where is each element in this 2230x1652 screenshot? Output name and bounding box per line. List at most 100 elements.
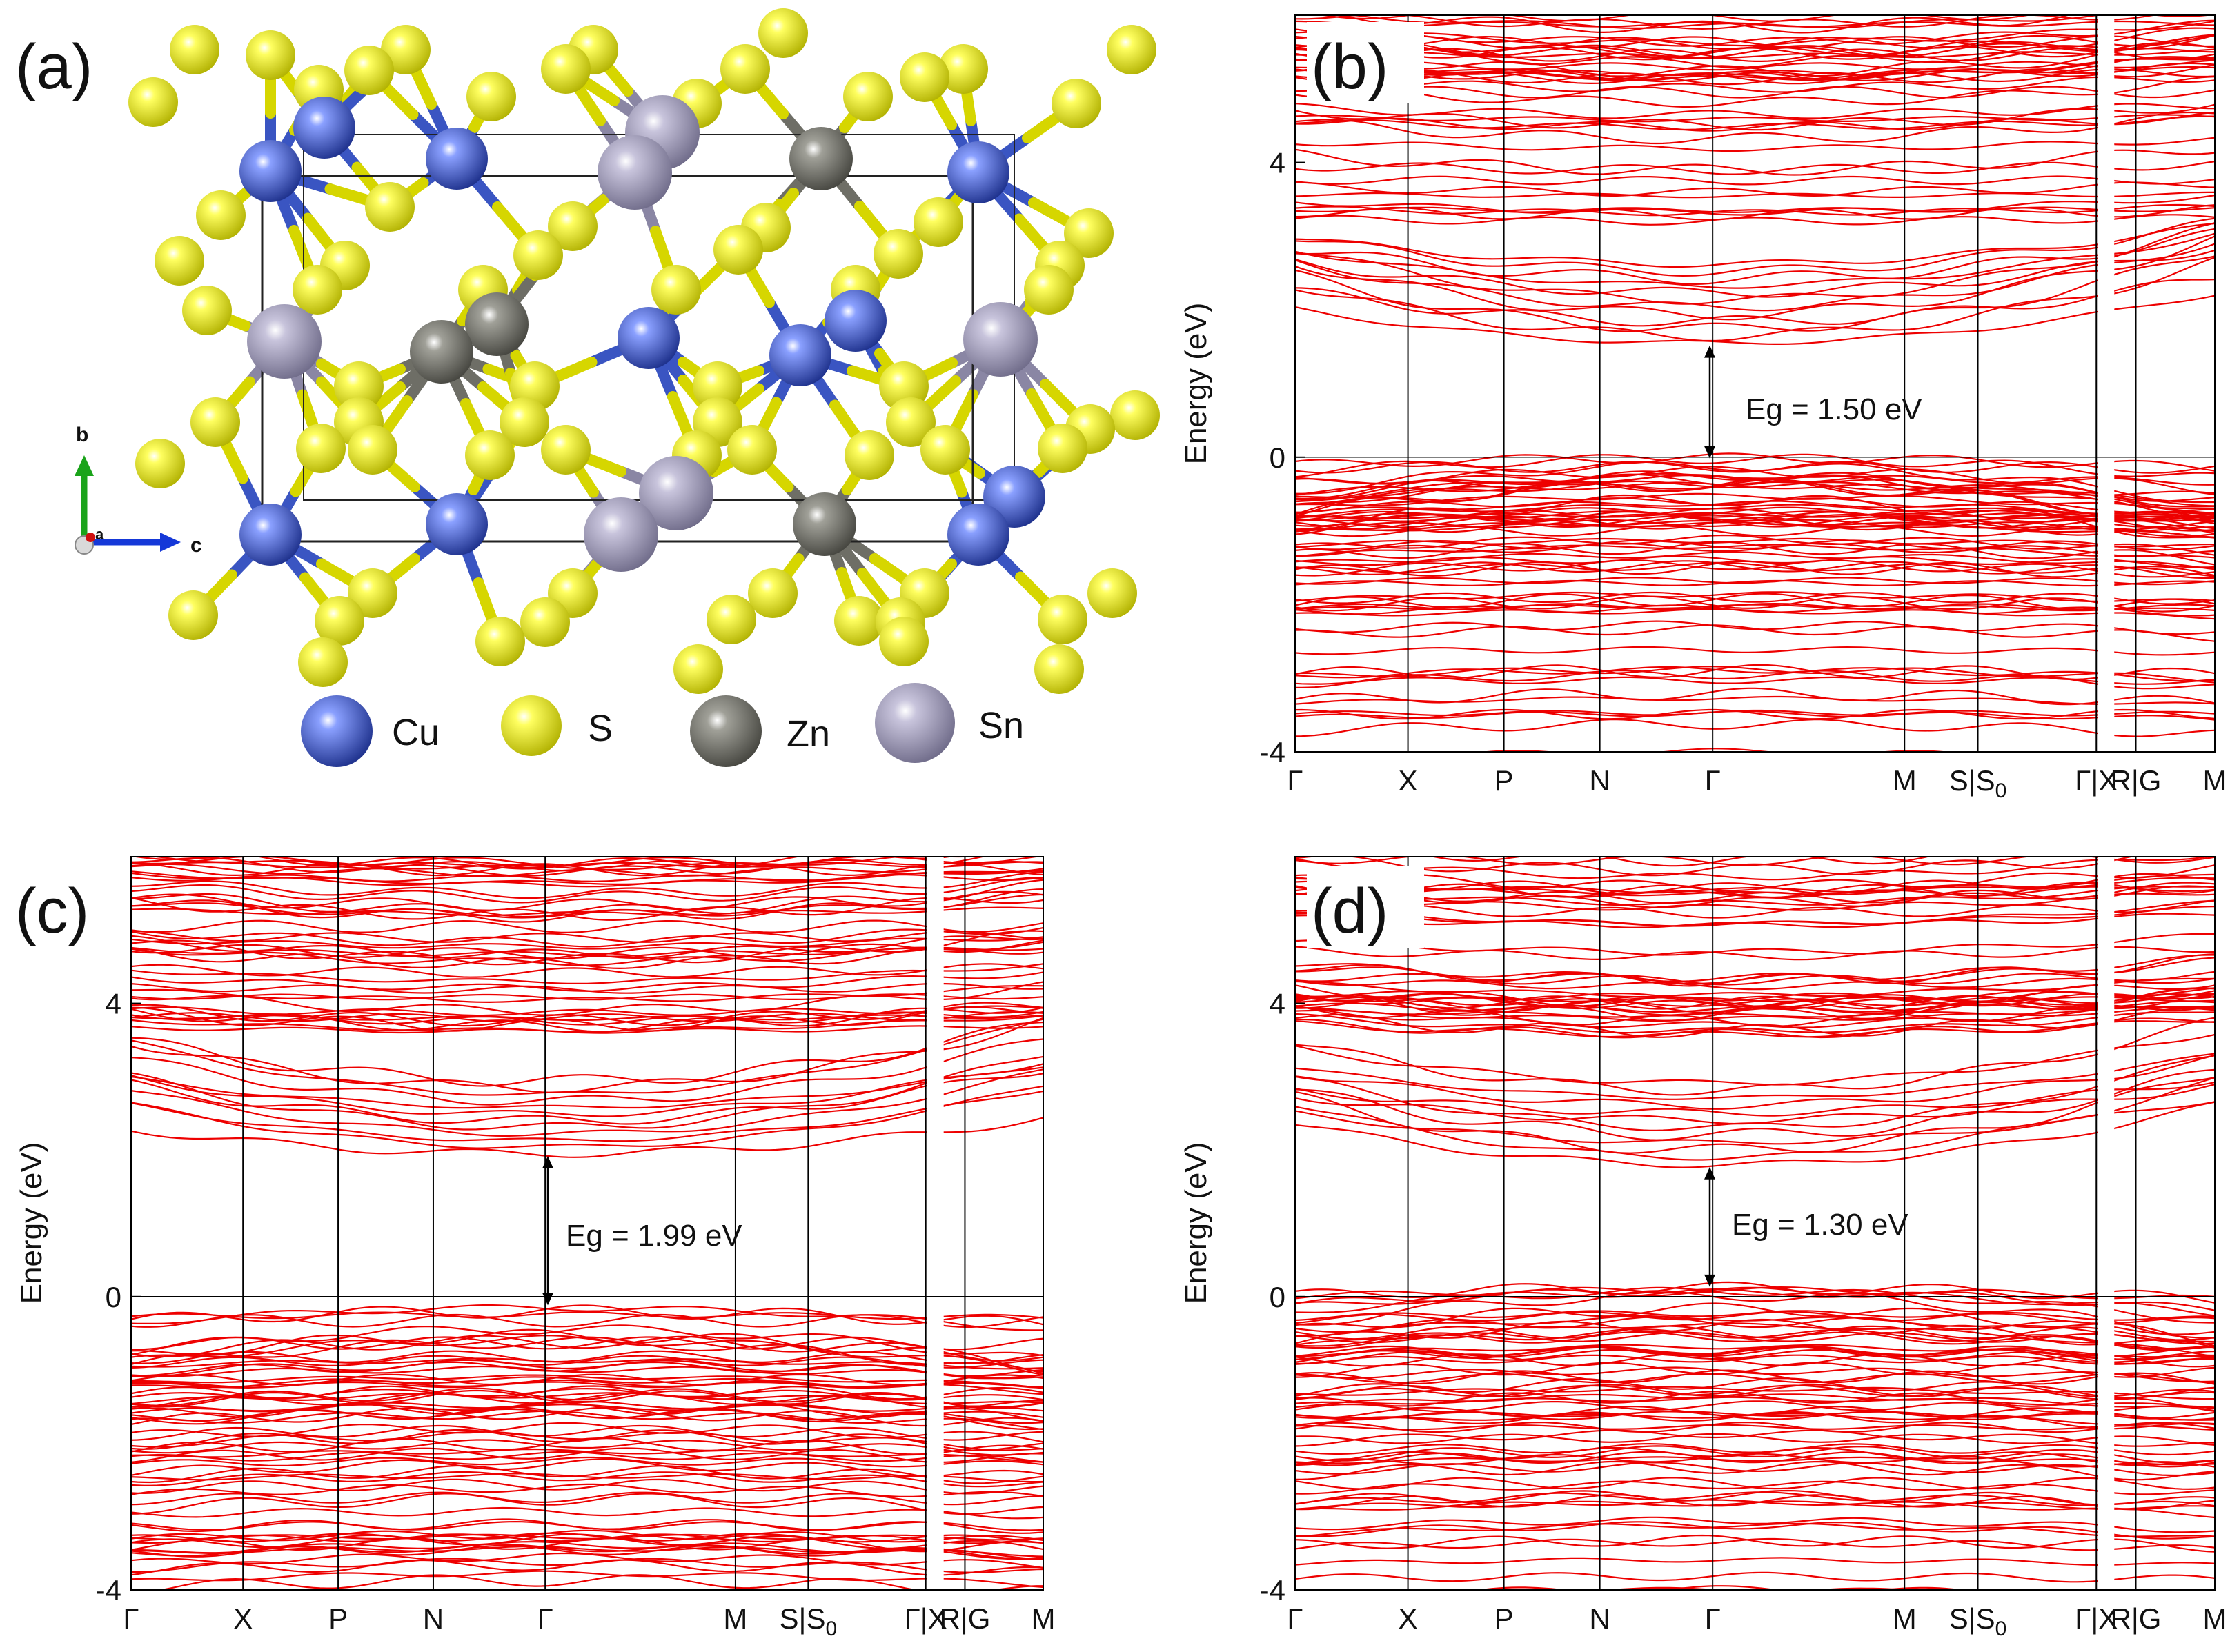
band-line [131, 1546, 1043, 1558]
band-line [1295, 913, 2215, 928]
band-line [131, 1464, 1043, 1484]
band-line [1295, 1489, 2215, 1506]
band-line [1295, 993, 2215, 1010]
plot-frame [1294, 856, 2216, 1591]
band-line [131, 857, 955, 870]
s-atom [914, 197, 963, 247]
band-line [1295, 873, 2215, 895]
band-line [1295, 472, 2215, 515]
band-line [1295, 76, 2215, 93]
y-tick-label: -4 [96, 1574, 121, 1606]
band-line [1295, 479, 2215, 523]
s-atom [293, 265, 342, 315]
band-line [1295, 1571, 2215, 1583]
legend-sn-swatch [875, 683, 955, 763]
band-line [157, 1574, 1043, 1590]
band-line [1295, 666, 2215, 684]
band-line [131, 935, 1043, 959]
band-gap-arrowhead-top [1704, 1166, 1715, 1180]
band-line [131, 1324, 1043, 1357]
band-line [131, 1431, 1043, 1451]
band-line [131, 1392, 1043, 1405]
band-line [131, 1335, 1043, 1376]
s-atom [190, 397, 240, 447]
band-line [131, 1558, 1043, 1573]
zn-atom [789, 127, 853, 190]
band-line [131, 1085, 1043, 1149]
band-line [1295, 1429, 2215, 1447]
band-line [1295, 58, 2215, 80]
legend-cu-swatch [301, 695, 373, 767]
band-line [131, 1533, 1043, 1551]
band-line [131, 981, 1043, 1016]
band-line [131, 1090, 1043, 1142]
s-atom [513, 230, 563, 280]
panel-label-a: (a) [15, 32, 92, 102]
band-line [131, 1038, 1043, 1106]
band-line [1295, 1331, 2215, 1351]
legend-s-label: S [588, 708, 613, 749]
band-line [1295, 946, 2215, 961]
band-line [131, 1458, 1043, 1477]
s-atom [168, 590, 218, 640]
s-atom [727, 425, 777, 475]
band-line [131, 1447, 1043, 1464]
band-line [1295, 577, 2215, 586]
cu-atom [947, 141, 1009, 203]
band-line [1295, 602, 2215, 611]
band-line [1295, 977, 2215, 998]
s-atom [720, 44, 770, 94]
band-line [1295, 1349, 2215, 1365]
s-atom [834, 596, 884, 646]
band-gap-label: Eg = 1.50 eV [1746, 392, 1922, 426]
cu-atom [239, 504, 302, 566]
band-line [1295, 62, 2215, 83]
band-line [1295, 206, 2215, 214]
band-line [1295, 103, 2215, 131]
band-line [1295, 993, 2215, 1008]
band-line [1295, 551, 2215, 570]
band-line [131, 868, 1043, 888]
band-line [1295, 1373, 2215, 1384]
sn-atom [584, 497, 658, 572]
band-line [1295, 857, 2215, 866]
band-line [131, 857, 987, 877]
s-atom [900, 52, 949, 102]
c-axis-label: c [190, 534, 202, 557]
c-axis-arrowhead [160, 533, 181, 552]
band-line [1295, 893, 2215, 911]
band-line [131, 1313, 1043, 1328]
band-line [131, 1533, 1043, 1544]
band-line [1479, 748, 1952, 752]
band-line [1295, 1286, 2215, 1324]
band-line [1295, 1521, 2215, 1540]
band-line [1295, 500, 2215, 517]
s-atom [1034, 644, 1084, 694]
band-line [1295, 1377, 2215, 1397]
band-line [131, 1304, 1043, 1331]
band-lines [1295, 857, 2215, 1590]
band-line [1295, 595, 2215, 613]
zn-atom [410, 320, 473, 384]
band-line [1295, 1053, 2215, 1100]
band-line [1295, 191, 2215, 199]
band-line [1295, 504, 2215, 518]
band-line [131, 1373, 1043, 1386]
s-atom [693, 361, 742, 411]
kpoint-label: Γ [123, 1602, 139, 1635]
band-line [1295, 48, 2215, 59]
band-line [131, 1478, 1043, 1495]
element-legend: Cu S Zn Sn [301, 683, 1024, 767]
s-atom [541, 44, 591, 94]
band-line [131, 930, 1043, 943]
s-atom [182, 286, 232, 335]
band-line [131, 993, 1043, 1001]
y-tick-label: -4 [1260, 736, 1285, 768]
y-axis-title: Energy (eV) [14, 1142, 48, 1304]
band-line [1295, 1534, 2215, 1553]
band-line [131, 1406, 1043, 1427]
band-line [1295, 608, 2215, 620]
sn-atom [247, 304, 322, 379]
band-line [1295, 521, 2215, 539]
band-line [131, 1473, 1043, 1483]
